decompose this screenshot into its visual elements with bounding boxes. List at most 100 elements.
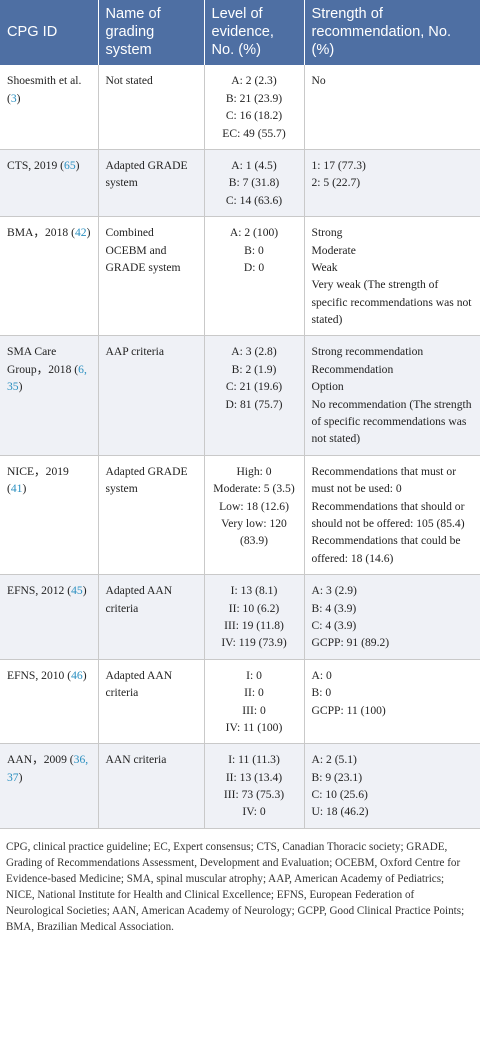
strength-item: B: 4 (3.9) [311,601,357,615]
grading-system-cell: AAP criteria [98,335,205,456]
header-strength-of-recommendation: Strength of recommendation, No. (%) [304,0,480,66]
reference-link[interactable]: 65 [64,158,76,172]
reference-link[interactable]: 6, 35 [7,362,87,394]
reference-link[interactable]: 42 [74,226,87,240]
evidence-item: A: 3 (2.8) [231,345,277,359]
header-grading-system: Name of grading system [98,0,205,66]
header-row: CPG ID Name of grading system Level of e… [0,0,480,66]
cpg-id-text: EFNS, 2012 ( [7,584,72,598]
reference-link[interactable]: 45 [71,584,83,598]
evidence-item: High: 0 [236,464,272,478]
reference-link[interactable]: 46 [71,668,83,682]
strength-of-recommendation-cell: A: 3 (2.9) B: 4 (3.9) C: 4 (3.9) GCPP: 91 (… [304,574,480,660]
table-row: EFNS, 2012 (45) Adapted AAN criteria I: 13… [0,574,480,660]
cpg-id-suffix: ) [82,668,87,682]
table-row: Shoesmith et al. (3) Not stated A: 2 (2.3)… [0,65,480,150]
strength-item: GCPP: 11 (100) [311,703,386,717]
evidence-item: B: 7 (31.8) [228,176,280,190]
cpg-id-text: AAN，2009 ( [7,753,74,767]
strength-item: A: 3 (2.9) [311,584,357,598]
evidence-item: B: 0 [244,243,264,257]
strength-item: Strong recommendation [311,345,424,359]
strength-item: Recommendations that must or must not be… [311,464,457,496]
level-of-evidence-cell: A: 1 (4.5) B: 7 (31.8) C: 14 (63.6) [204,149,305,218]
cpg-id-cell: Shoesmith et al. (3) [0,65,99,150]
evidence-item: EC: 49 (55.7) [222,126,286,140]
cpg-id-text: EFNS, 2010 ( [7,668,72,682]
cpg-id-cell: EFNS, 2010 (46) [0,659,99,745]
strength-of-recommendation-cell: A: 0 B: 0 GCPP: 11 (100) [304,659,480,745]
cpg-id-suffix: ) [18,380,23,394]
strength-item: No recommendation (The strength of speci… [311,397,472,446]
evidence-item: C: 16 (18.2) [225,109,283,123]
grading-system-cell: AAN criteria [98,743,205,829]
evidence-item: IV: 119 (73.9) [221,636,287,650]
level-of-evidence-cell: High: 0 Moderate: 5 (3.5) Low: 18 (12.6) Ve… [204,455,305,576]
cpg-table: CPG ID Name of grading system Level of e… [0,0,480,829]
header-level-of-evidence: Level of evidence, No. (%) [204,0,305,66]
strength-item: B: 9 (23.1) [311,770,363,784]
strength-of-recommendation-cell: Strong recommendation Recommendation Optio… [304,335,480,456]
cpg-id-cell: CTS, 2019 (65) [0,149,99,218]
strength-item: Recommendations that should or should no… [311,499,465,530]
evidence-item: IV: 11 (100) [225,720,283,734]
cpg-id-text: BMA，2018 ( [7,226,75,240]
cpg-id-text: SMA Care Group，2018 ( [7,345,79,376]
cpg-id-cell: AAN，2009 (36, 37) [0,743,99,829]
evidence-item: IV: 0 [242,805,266,819]
strength-of-recommendation-cell: No [304,65,480,150]
strength-item: Weak [311,260,338,274]
table-row: BMA，2018 (42) Combined OCEBM and GRADE sy… [0,216,480,337]
table-row: AAN，2009 (36, 37) AAN criteria I: 11 (11.3… [0,743,480,829]
evidence-item: Very low: 120 (83.9) [221,516,287,548]
evidence-item: Moderate: 5 (3.5) [213,482,295,496]
table-row: SMA Care Group，2018 (6, 35) AAP criteria A… [0,335,480,456]
evidence-item: Low: 18 (12.6) [219,499,289,513]
level-of-evidence-cell: I: 13 (8.1) II: 10 (6.2) III: 19 (11.8) IV:… [204,574,305,660]
strength-item: Very weak (The strength of specific reco… [311,278,472,327]
strength-item: B: 0 [311,686,332,700]
cpg-id-cell: BMA，2018 (42) [0,216,99,337]
cpg-id-suffix: ) [16,91,21,105]
grading-system-cell: Adapted GRADE system [98,149,205,218]
strength-item: Recommendations that could be offered: 1… [311,534,461,565]
evidence-item: II: 10 (6.2) [228,601,280,615]
strength-item: GCPP: 91 (89.2) [311,636,390,650]
table-row: NICE，2019 (41) Adapted GRADE system High: … [0,455,480,576]
strength-item: No [311,74,326,88]
grading-system-cell: Adapted AAN criteria [98,574,205,660]
cpg-id-suffix: ) [18,770,23,784]
strength-of-recommendation-cell: Strong Moderate Weak Very weak (The strengt… [304,216,480,337]
evidence-item: III: 0 [242,703,266,717]
evidence-item: B: 2 (1.9) [231,362,277,376]
strength-item: Strong [311,226,343,240]
reference-link[interactable]: 41 [10,482,23,496]
strength-item: 1: 17 (77.3) [311,158,366,172]
cpg-id-text: CTS, 2019 ( [7,158,65,172]
strength-item: C: 4 (3.9) [311,618,357,632]
grading-system-cell: Combined OCEBM and GRADE system [98,216,205,337]
evidence-item: D: 81 (75.7) [225,397,283,411]
evidence-item: I: 0 [246,668,262,682]
level-of-evidence-cell: A: 3 (2.8) B: 2 (1.9) C: 21 (19.6) D: 81 (7… [204,335,305,456]
evidence-item: B: 21 (23.9) [225,91,283,105]
cpg-id-suffix: ) [86,226,91,240]
strength-item: U: 18 (46.2) [311,805,369,819]
reference-link[interactable]: 3 [10,91,17,105]
cpg-id-cell: EFNS, 2012 (45) [0,574,99,660]
reference-link[interactable]: 36, 37 [7,753,89,784]
table-row: CTS, 2019 (65) Adapted GRADE system A: 1 (… [0,149,480,218]
evidence-item: III: 73 (75.3) [223,788,285,802]
cpg-id-suffix: ) [82,584,87,598]
evidence-item: C: 14 (63.6) [225,193,283,207]
strength-of-recommendation-cell: Recommendations that must or must not be… [304,455,480,576]
evidence-item: II: 0 [244,686,264,700]
strength-item: C: 10 (25.6) [311,788,368,802]
level-of-evidence-cell: A: 2 (2.3) B: 21 (23.9) C: 16 (18.2) EC: 49… [204,65,305,150]
grading-system-cell: Adapted GRADE system [98,455,205,576]
grading-system-cell: Not stated [98,65,205,150]
cpg-id-text: NICE，2019 ( [7,464,69,496]
level-of-evidence-cell: I: 0 II: 0 III: 0 IV: 11 (100) [204,659,305,745]
strength-of-recommendation-cell: A: 2 (5.1) B: 9 (23.1) C: 10 (25.6) U: 18 (… [304,743,480,829]
strength-item: A: 0 [311,668,332,682]
